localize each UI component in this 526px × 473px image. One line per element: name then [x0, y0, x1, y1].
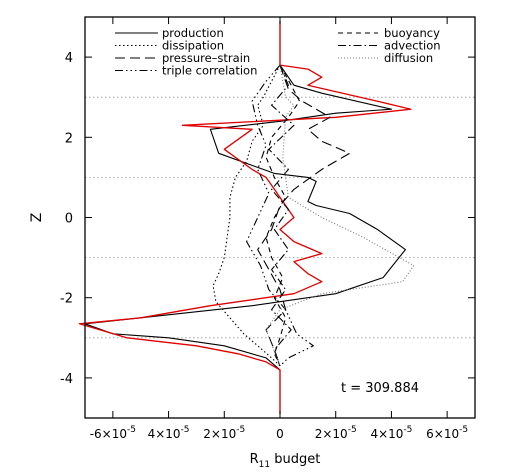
x-tick-exponent: -5	[459, 425, 468, 435]
legend-label: triple correlation	[162, 64, 257, 78]
series-line-dissipation	[212, 64, 281, 367]
x-axis-label-suffix: budget	[270, 452, 320, 467]
legend-label: production	[162, 26, 224, 40]
legend-label: diffusion	[384, 51, 433, 65]
series-line-pressure-strain	[257, 64, 351, 367]
plot-frame	[84, 16, 476, 419]
x-tick-exponent: -5	[181, 425, 190, 435]
x-tick-exponent: -5	[236, 425, 245, 435]
x-tick-mantissa: -6×10	[90, 427, 127, 441]
y-tick-label: 2	[65, 131, 73, 146]
x-tick-label: -6×10-5	[90, 425, 136, 441]
x-tick-mantissa: 4×10	[370, 427, 403, 441]
y-tick-label: -2	[60, 292, 73, 307]
y-tick-label: 4	[65, 51, 73, 66]
legend: productiondissipationpressure–straintrip…	[115, 26, 441, 78]
series-line-advection	[268, 64, 295, 367]
x-tick-label: 6×10-5	[426, 425, 468, 441]
y-axis-label: Z	[29, 213, 45, 223]
x-tick-label: 4×10-5	[148, 425, 190, 441]
x-tick-mantissa: 0	[276, 427, 284, 441]
x-tick-label: 2×10-5	[203, 425, 245, 441]
x-tick-label: 0	[276, 427, 284, 441]
legend-label: buoyancy	[384, 26, 440, 40]
x-tick-mantissa: 4×10	[148, 427, 181, 441]
series-line-production	[84, 21, 406, 414]
x-tick-label: 4×10-5	[370, 425, 412, 441]
x-tick-mantissa: 2×10	[315, 427, 348, 441]
series-layer	[78, 21, 415, 414]
series-line-red-1	[78, 21, 412, 414]
x-axis-label-main: R	[250, 452, 259, 467]
x-axis-label-sub: 11	[259, 460, 270, 470]
series-line-buoyancy	[265, 64, 301, 367]
x-tick-mantissa: 6×10	[426, 427, 459, 441]
gridlines	[85, 96, 475, 339]
legend-label: dissipation	[162, 39, 224, 53]
x-tick-exponent: -5	[348, 425, 357, 435]
y-tick-label: 0	[65, 212, 73, 227]
x-tick-mantissa: 2×10	[203, 427, 236, 441]
series-line-triple-correlation	[246, 64, 314, 367]
x-tick-label: 2×10-5	[315, 425, 357, 441]
y-tick-label: -4	[60, 372, 73, 387]
tick-layer: -6×10-5 4×10-5 2×10-5 0 2×10-5 4×10-5 6×10-5-4…	[60, 17, 475, 441]
x-tick-exponent: -5	[403, 425, 412, 435]
legend-label: advection	[384, 39, 441, 53]
x-tick-exponent: -5	[127, 425, 136, 435]
x-axis-label: R11 budget	[250, 452, 321, 470]
legend-label: pressure–strain	[162, 51, 250, 65]
series-line-diffusion	[265, 65, 415, 367]
time-annotation: t = 309.884	[341, 381, 419, 396]
